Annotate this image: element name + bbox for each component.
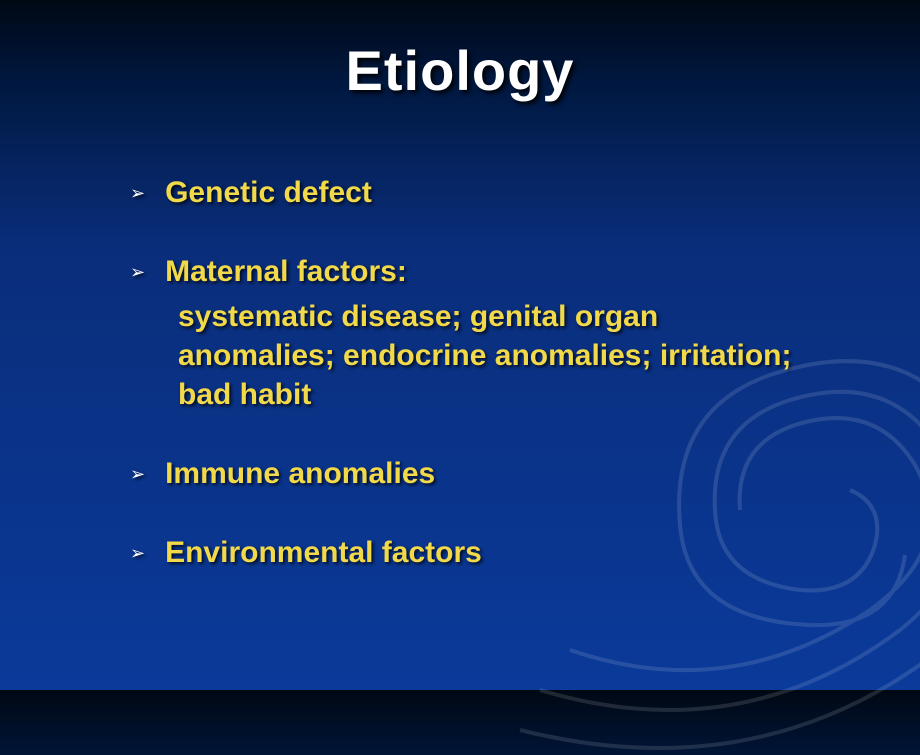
bullet-label: Environmental factors [165,533,482,572]
bullet-item: ➢ Environmental factors [130,533,820,572]
bullet-marker-icon: ➢ [130,183,145,204]
bullet-marker-icon: ➢ [130,464,145,485]
bullet-marker-icon: ➢ [130,543,145,564]
bullet-label: Genetic defect [165,173,372,212]
bullet-marker-icon: ➢ [130,262,145,283]
bullet-item: ➢ Genetic defect [130,173,820,212]
bullet-label: Maternal factors: [165,252,407,291]
slide-content: ➢ Genetic defect ➢ Maternal factors: sys… [0,103,920,572]
bullet-item: ➢ Immune anomalies [130,454,820,493]
bullet-subtext: systematic disease; genital organ anomal… [130,297,820,414]
bullet-label: Immune anomalies [165,454,435,493]
slide-title: Etiology [0,0,920,103]
bullet-item: ➢ Maternal factors: [130,252,820,291]
